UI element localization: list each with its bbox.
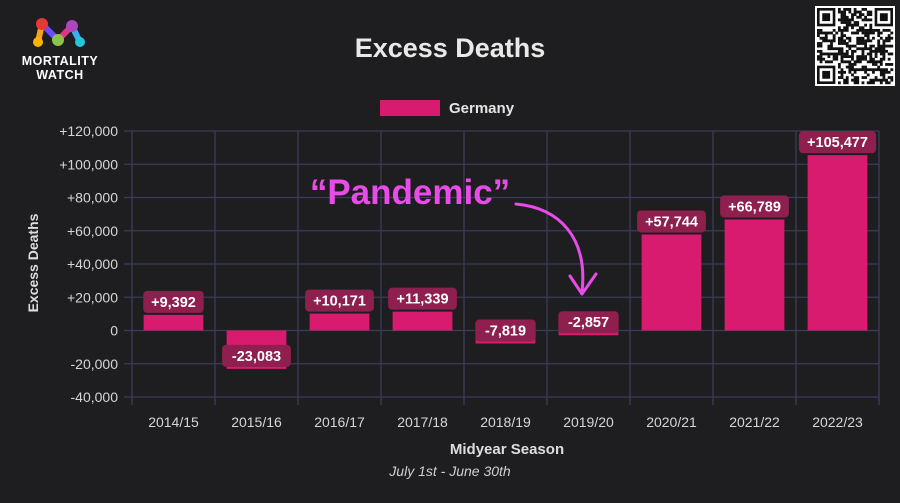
data-label-box xyxy=(720,195,789,218)
x-tick-label: 2017/18 xyxy=(397,414,448,430)
annotation-arrow-icon xyxy=(514,202,585,294)
chart-title: Excess Deaths xyxy=(354,33,546,63)
data-label: -23,083 xyxy=(232,349,281,365)
data-label-box xyxy=(475,319,536,342)
data-label: -7,819 xyxy=(485,323,526,339)
data-label: +105,477 xyxy=(807,135,868,151)
y-tick-label: -40,000 xyxy=(71,389,119,405)
bar[interactable] xyxy=(807,155,868,331)
bar[interactable] xyxy=(309,313,370,331)
qr-code xyxy=(815,6,895,86)
x-tick-label: 2021/22 xyxy=(729,414,780,430)
annotation-text: “Pandemic” xyxy=(310,173,510,212)
x-tick-label: 2015/16 xyxy=(231,414,282,430)
data-label: +66,789 xyxy=(728,199,781,215)
y-tick-label: +60,000 xyxy=(67,223,118,239)
y-tick-label: +100,000 xyxy=(59,156,118,172)
bar[interactable] xyxy=(641,234,702,331)
data-label-box xyxy=(305,289,374,312)
data-label: +57,744 xyxy=(645,215,698,231)
bar[interactable] xyxy=(724,219,785,331)
data-label-box xyxy=(143,290,204,313)
y-axis-label: Excess Deaths xyxy=(25,213,41,312)
chart-subtitle: July 1st - June 30th xyxy=(389,463,511,479)
logo-line-2: WATCH xyxy=(36,68,84,82)
data-label: +11,339 xyxy=(396,292,448,308)
x-tick-label: 2018/19 xyxy=(480,414,531,430)
logo-text: MORTALITY WATCH xyxy=(12,54,108,82)
data-label: +10,171 xyxy=(313,294,366,310)
y-tick-label: +120,000 xyxy=(59,123,118,139)
bar[interactable] xyxy=(143,314,204,331)
x-axis-label: Midyear Season xyxy=(450,441,564,458)
chart-legend[interactable]: Germany xyxy=(380,99,514,117)
data-label-box xyxy=(388,287,457,310)
chart-ticks: +120,000 +100,000 +80,000 +60,000 +40,000 +20… xyxy=(59,123,863,430)
logo-line-1: MORTALITY xyxy=(21,54,99,68)
data-label-box xyxy=(637,210,706,233)
legend-swatch xyxy=(380,100,440,116)
chart-bars: +9,392 -23,083 +10,171 +11,339 -7,819 -2,857 +… xyxy=(143,131,877,369)
data-label-box xyxy=(798,131,877,154)
data-label: +9,392 xyxy=(151,295,196,311)
x-tick-label: 2019/20 xyxy=(563,414,614,430)
logo-network-icon xyxy=(33,18,85,47)
x-tick-label: 2016/17 xyxy=(314,414,365,430)
y-tick-label: +40,000 xyxy=(67,256,118,272)
x-tick-label: 2014/15 xyxy=(148,414,199,430)
y-tick-label: +20,000 xyxy=(67,289,118,305)
mortality-watch-logo: MORTALITY WATCH xyxy=(12,14,108,84)
y-tick-label: +80,000 xyxy=(67,190,118,206)
x-tick-label: 2022/23 xyxy=(812,414,863,430)
data-label: -2,857 xyxy=(568,315,609,331)
x-tick-label: 2020/21 xyxy=(646,414,697,430)
data-label-box xyxy=(558,311,619,334)
y-tick-label: 0 xyxy=(110,323,118,339)
bar[interactable] xyxy=(392,311,453,331)
arrowhead-icon xyxy=(568,272,598,296)
data-label-box xyxy=(222,344,291,367)
pandemic-annotation: “Pandemic” xyxy=(310,173,598,296)
y-tick-label: -20,000 xyxy=(71,356,119,372)
legend-label: Germany xyxy=(449,99,515,117)
